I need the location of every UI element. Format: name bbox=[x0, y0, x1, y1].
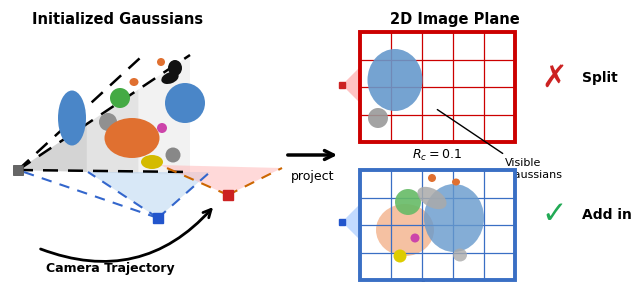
Ellipse shape bbox=[165, 83, 205, 123]
Ellipse shape bbox=[157, 58, 165, 66]
Text: Camera Trajectory: Camera Trajectory bbox=[46, 262, 174, 275]
Ellipse shape bbox=[141, 155, 163, 169]
Text: $R_c = 0.1$: $R_c = 0.1$ bbox=[412, 148, 462, 163]
Text: Initialized Gaussians: Initialized Gaussians bbox=[33, 12, 204, 27]
Ellipse shape bbox=[376, 204, 434, 256]
Ellipse shape bbox=[105, 118, 160, 158]
Bar bbox=[360, 170, 515, 280]
Ellipse shape bbox=[165, 148, 181, 162]
Text: Add in: Add in bbox=[582, 208, 632, 222]
Ellipse shape bbox=[394, 249, 406, 262]
Text: $R_c = 0.5$: $R_c = 0.5$ bbox=[412, 270, 462, 285]
Text: Split: Split bbox=[582, 71, 618, 85]
Ellipse shape bbox=[452, 179, 460, 186]
Ellipse shape bbox=[395, 189, 421, 215]
Ellipse shape bbox=[130, 78, 138, 86]
Polygon shape bbox=[18, 90, 138, 173]
Polygon shape bbox=[18, 55, 190, 175]
Polygon shape bbox=[88, 172, 210, 218]
Ellipse shape bbox=[157, 123, 167, 133]
Polygon shape bbox=[342, 63, 364, 107]
Ellipse shape bbox=[161, 72, 179, 84]
Bar bbox=[360, 32, 515, 142]
Ellipse shape bbox=[99, 113, 117, 131]
Ellipse shape bbox=[424, 184, 484, 252]
FancyArrowPatch shape bbox=[41, 209, 211, 262]
Polygon shape bbox=[160, 165, 282, 195]
Ellipse shape bbox=[428, 174, 436, 182]
Ellipse shape bbox=[110, 88, 130, 108]
Ellipse shape bbox=[368, 108, 388, 128]
Ellipse shape bbox=[453, 249, 467, 262]
Ellipse shape bbox=[367, 49, 422, 111]
Text: Visible
Gaussians: Visible Gaussians bbox=[505, 158, 562, 180]
Text: ✓: ✓ bbox=[541, 200, 567, 229]
Text: project: project bbox=[292, 170, 335, 183]
Text: 2D Image Plane: 2D Image Plane bbox=[390, 12, 520, 27]
Polygon shape bbox=[18, 124, 87, 172]
Polygon shape bbox=[342, 200, 364, 244]
Ellipse shape bbox=[168, 60, 182, 76]
Ellipse shape bbox=[410, 233, 420, 242]
FancyArrowPatch shape bbox=[288, 151, 333, 160]
Ellipse shape bbox=[58, 90, 86, 146]
Ellipse shape bbox=[417, 187, 447, 209]
Text: ✗: ✗ bbox=[541, 64, 567, 93]
